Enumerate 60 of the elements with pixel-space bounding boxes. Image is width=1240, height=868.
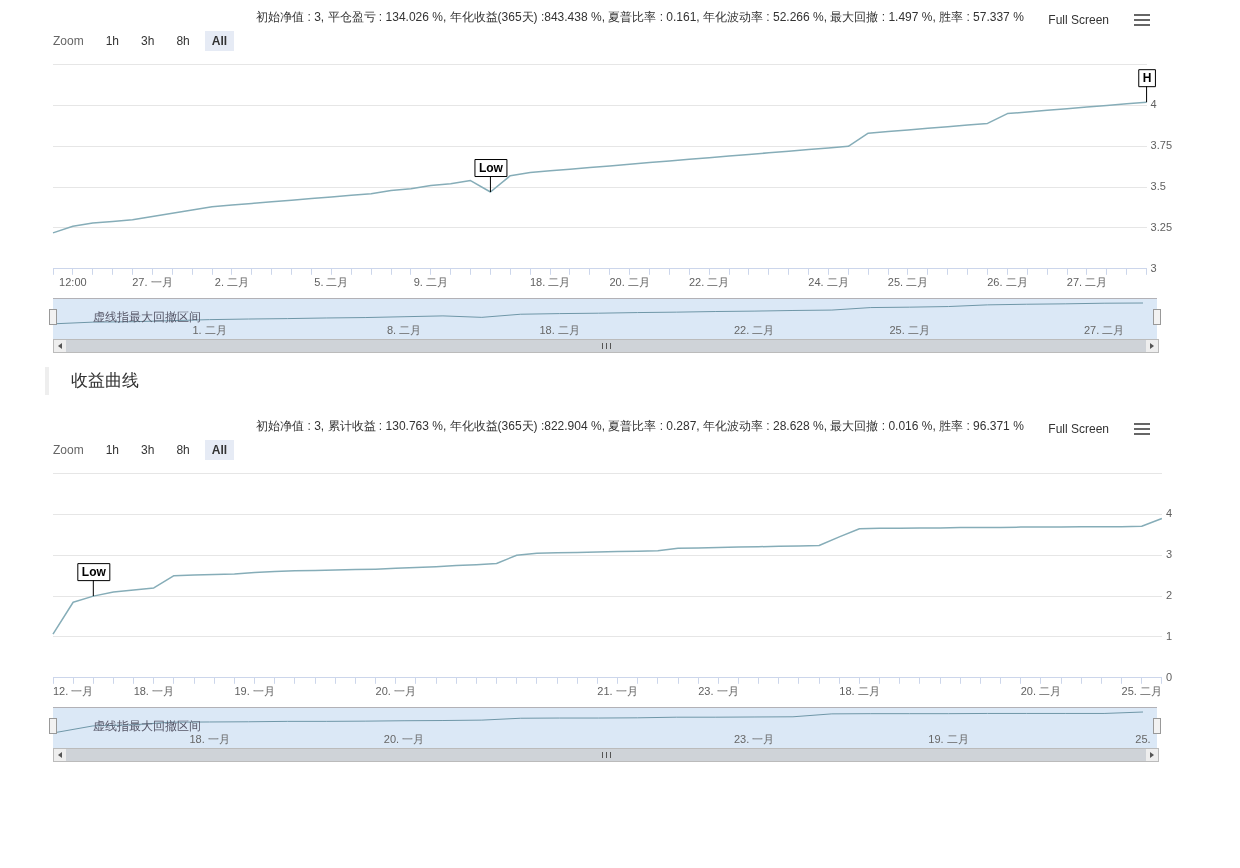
text: 1h — [104, 442, 121, 459]
x-tick-label: 18. 一月 — [133, 685, 174, 698]
x-tick-label: 18. 二月 — [529, 276, 571, 289]
x-tick-label: 20. 一月 — [375, 685, 416, 698]
x-tick-label: 25. — [1135, 733, 1151, 746]
x-tick-label: 12:00 — [59, 276, 87, 289]
y-tick-label: 4 — [1165, 507, 1173, 520]
x-tick-label: 12. 一月 — [52, 685, 94, 698]
chart-title: 初始净值 : 3, 平仓盈亏 : 134.026 %, 年化收益(365天) :843.438 %, 夏普比率 : 0.161, 年化波动率 : 52.266 %, 最大回撤 : 1.497 %, 胜率 : 57.337 % — [256, 10, 1024, 24]
x-tick-label: 25. 二月 — [887, 276, 929, 289]
x-tick-label: 1. 二月 — [192, 324, 227, 337]
text: All — [204, 440, 235, 460]
x-tick-label: 22. 二月 — [733, 324, 775, 337]
text: 3h — [140, 442, 156, 459]
x-tick-label: 20. 一月 — [383, 733, 425, 746]
x-tick-label: 18. 一月 — [189, 733, 230, 746]
annotation: H — [1142, 70, 1152, 85]
x-tick-label: 26. 二月 — [987, 276, 1028, 289]
x-tick-label: 9. 二月 — [413, 276, 448, 289]
text: 8h — [175, 33, 191, 50]
annotation: Low — [81, 564, 107, 579]
x-tick-label: 21. 一月 — [597, 685, 638, 698]
y-tick-label: 2 — [1165, 589, 1173, 602]
text: 8h — [175, 442, 191, 459]
chart-subtitle: 初始净值 : 3, 累计收益 : 130.763 %, 年化收益(365天) :822.904 %, 夏普比率 : 0.287, 年化波动率 : 28.628 %, 最大回撤 : 0.016 %, 胜率 : 96.371 % — [256, 419, 1024, 433]
x-tick-label: 22. 二月 — [688, 276, 730, 289]
chart-title: 收益曲线 — [45, 367, 1180, 395]
x-tick-label: 27. 二月 — [1083, 324, 1125, 337]
x-tick-label: 8. 二月 — [386, 324, 422, 337]
y-tick-label: 1 — [1165, 629, 1173, 642]
x-tick-label: 19. 一月 — [234, 685, 275, 698]
x-tick-label: 2. 二月 — [214, 276, 250, 289]
x-tick-label: 27. 一月 — [132, 276, 173, 289]
x-tick-label: 5. 二月 — [314, 276, 349, 289]
x-tick-label: 19. 二月 — [928, 733, 969, 746]
text: All — [204, 31, 235, 51]
x-tick-label: 20. 二月 — [1020, 685, 1062, 698]
y-tick-label: 3.25 — [1150, 220, 1173, 233]
x-tick-label: 23. 一月 — [733, 733, 775, 746]
x-tick-label: 27. 二月 — [1066, 276, 1108, 289]
x-tick-label: 25. 二月 — [1121, 685, 1162, 698]
text: Zoom — [53, 442, 85, 459]
text: 1h — [104, 33, 121, 50]
text: Full Screen — [1047, 12, 1110, 29]
x-tick-label: 18. 二月 — [839, 685, 880, 698]
text: 3h — [140, 33, 156, 50]
annotation: Low — [478, 160, 504, 175]
y-tick-label: 3 — [1165, 548, 1173, 561]
text: Full Screen — [1047, 421, 1110, 438]
x-tick-label: 23. 一月 — [698, 685, 739, 698]
y-tick-label: 0 — [1165, 670, 1173, 683]
y-tick-label: 3.5 — [1150, 180, 1166, 193]
x-tick-label: 24. 二月 — [808, 276, 849, 289]
x-tick-label: 25. 二月 — [889, 324, 930, 337]
x-tick-label: 20. 二月 — [609, 276, 650, 289]
y-tick-label: 4 — [1150, 98, 1157, 111]
y-tick-label: 3 — [1150, 261, 1157, 274]
y-tick-label: 3.75 — [1150, 139, 1173, 152]
text: Zoom — [53, 33, 85, 50]
x-tick-label: 18. 二月 — [539, 324, 580, 337]
